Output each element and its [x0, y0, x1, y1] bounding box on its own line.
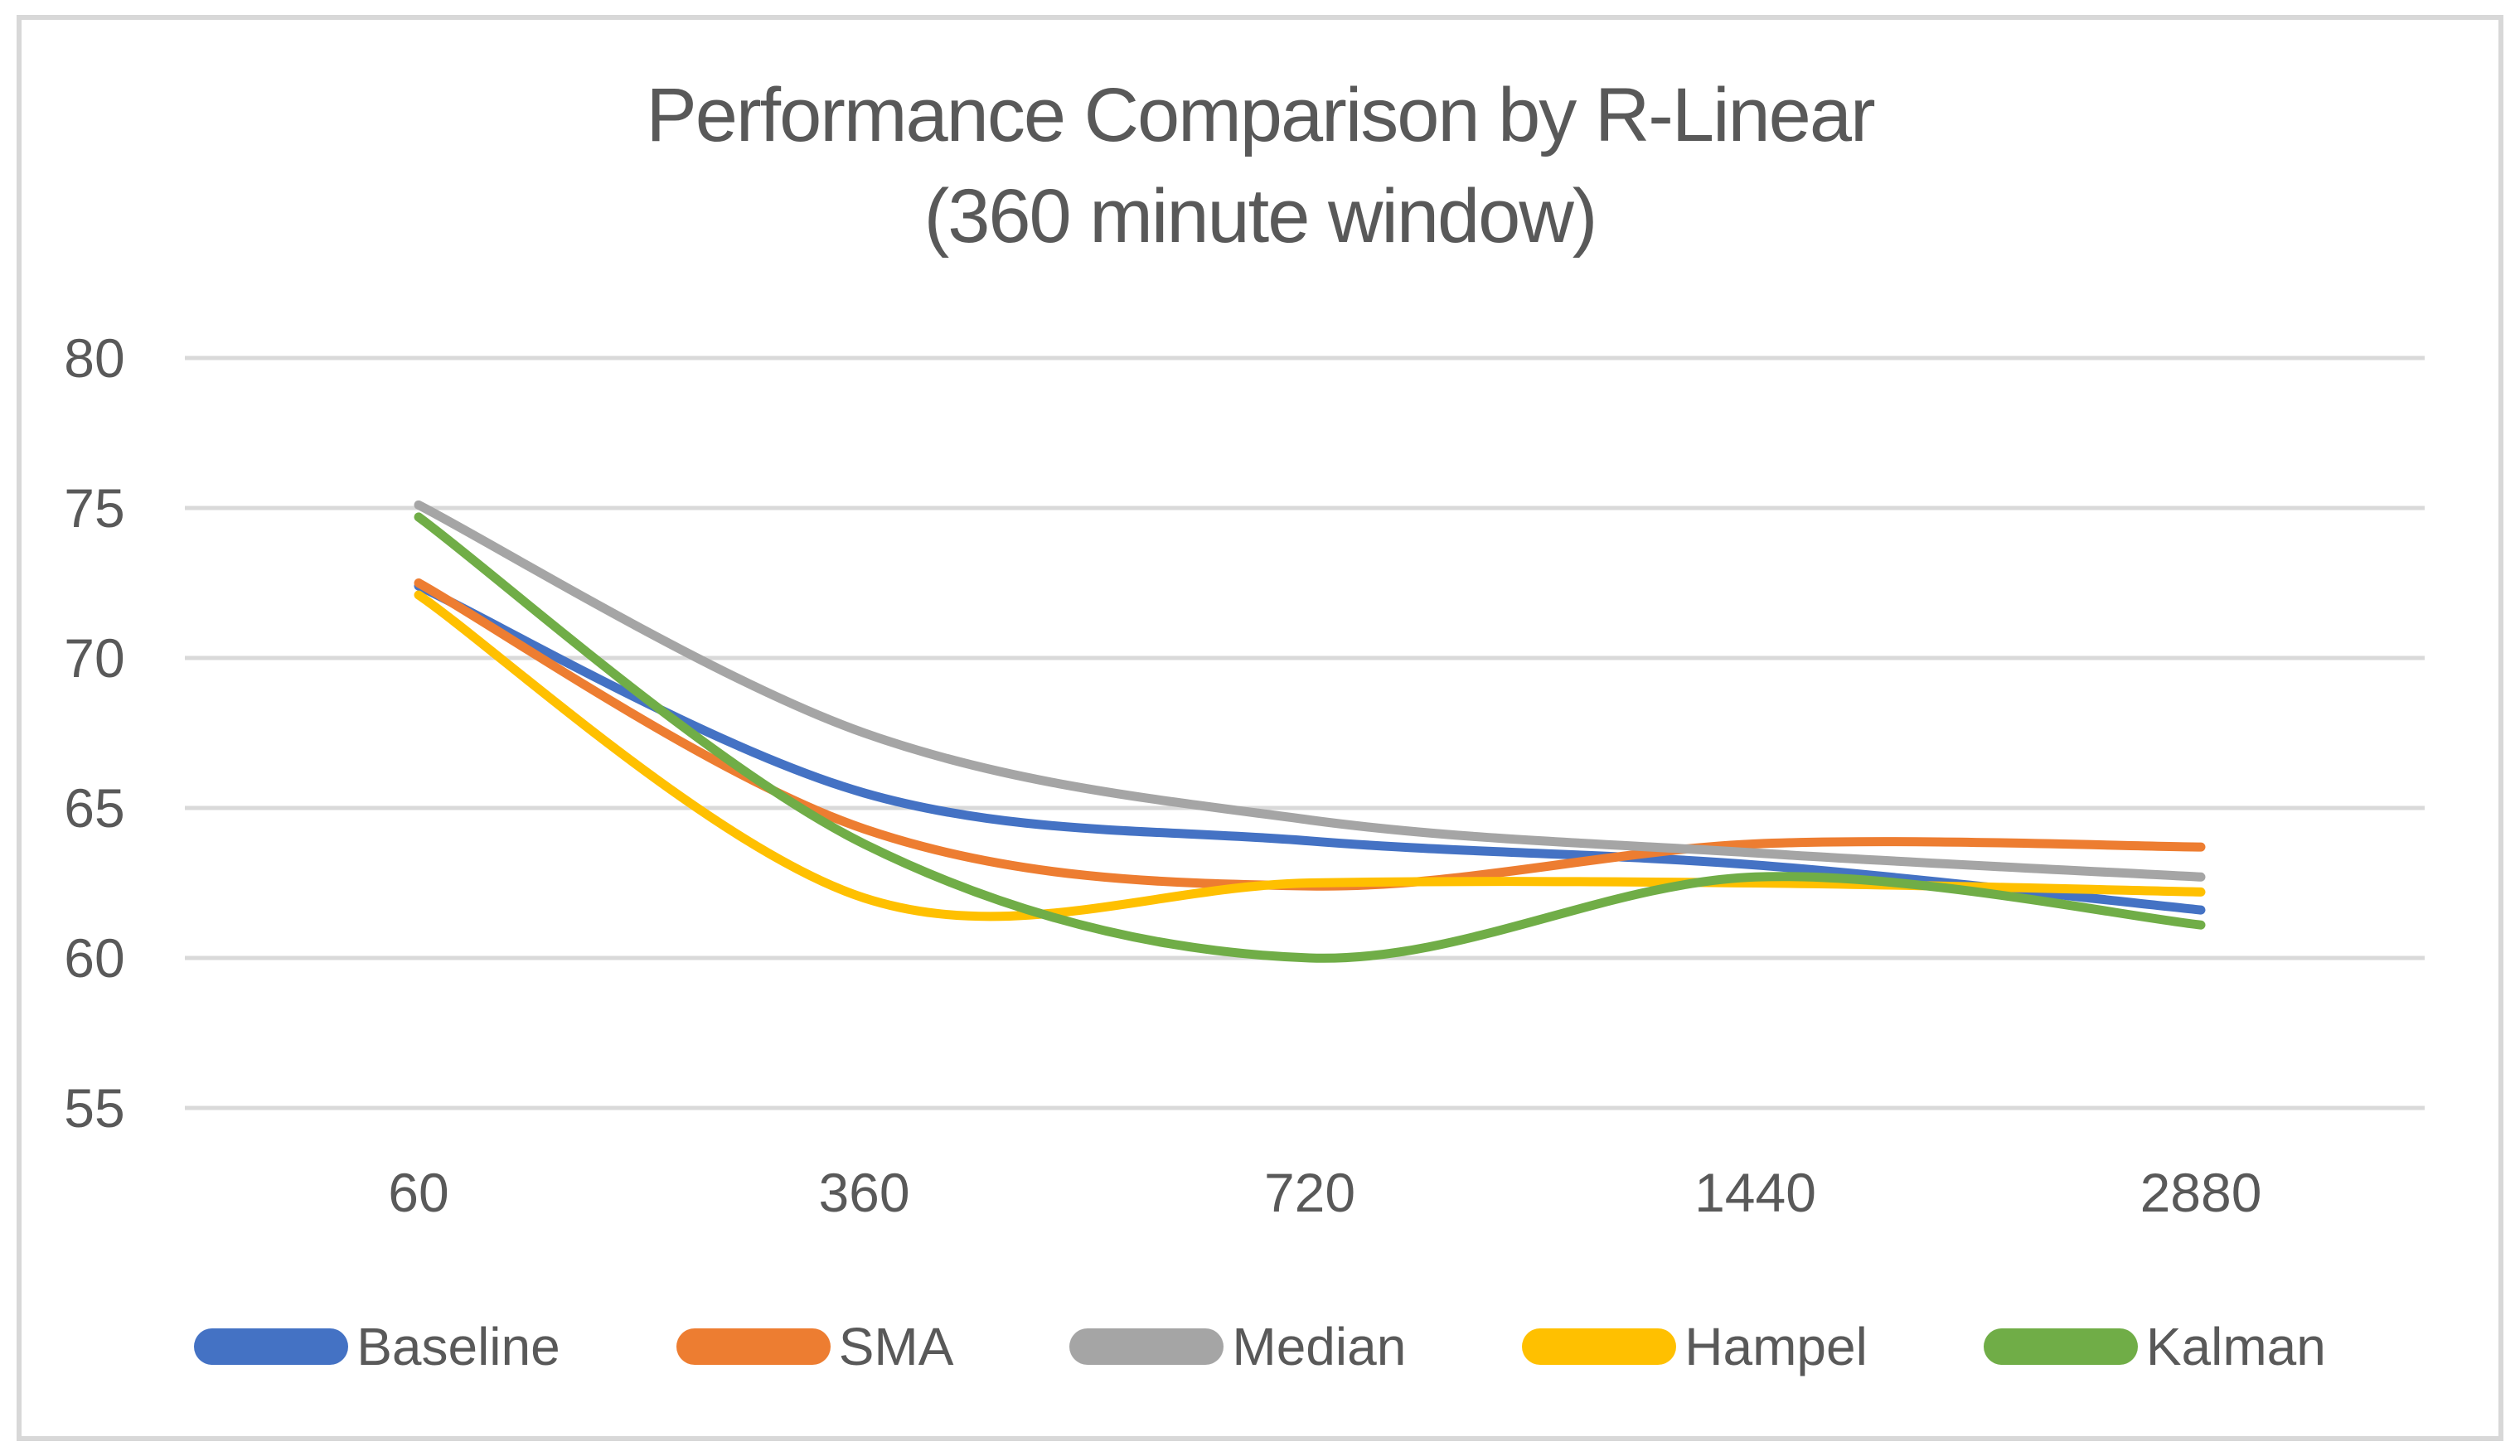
legend-swatch-median [1069, 1328, 1224, 1365]
legend-label-median: Median [1232, 1317, 1407, 1376]
chart-title: Performance Comparison by R-Linear (360 … [0, 65, 2520, 267]
series-line-median [414, 500, 2206, 882]
legend-swatch-sma [676, 1328, 831, 1365]
x-tick-2880: 2880 [2140, 1162, 2262, 1223]
chart-title-line1: Performance Comparison by R-Linear [646, 73, 1875, 157]
y-tick-60: 60 [64, 927, 124, 989]
legend-label-sma: SMA [838, 1317, 954, 1376]
legend-swatch-baseline [194, 1328, 349, 1365]
y-tick-80: 80 [64, 327, 124, 389]
series-line-baseline [414, 581, 2206, 915]
legend-item-median: Median [1069, 1316, 1406, 1377]
legend-label-kalman: Kalman [2145, 1317, 2326, 1376]
legend-label-hampel: Hampel [1684, 1317, 1868, 1376]
y-tick-55: 55 [64, 1077, 124, 1139]
chart-title-line2: (360 minute window) [923, 174, 1598, 259]
legend-swatch-kalman [1983, 1328, 2138, 1365]
x-tick-720: 720 [1264, 1162, 1355, 1223]
y-tick-75: 75 [64, 477, 124, 539]
y-tick-70: 70 [64, 627, 124, 689]
x-tick-1440: 1440 [1694, 1162, 1816, 1223]
x-tick-60: 60 [388, 1162, 448, 1223]
series-lines [414, 500, 2206, 963]
legend-label-baseline: Baseline [356, 1317, 560, 1376]
series-line-hampel [414, 590, 2206, 921]
legend-item-sma: SMA [676, 1316, 954, 1377]
chart-frame [17, 15, 2503, 1441]
legend-swatch-hampel [1522, 1328, 1677, 1365]
x-axis-tick-labels: 60 360 720 1440 2880 [388, 1162, 2261, 1223]
legend-item-baseline: Baseline [194, 1316, 560, 1377]
gridlines [185, 356, 2425, 1110]
legend: Baseline SMA Median Hampel Kalman [0, 1316, 2520, 1377]
legend-item-hampel: Hampel [1522, 1316, 1868, 1377]
legend-item-kalman: Kalman [1983, 1316, 2326, 1377]
y-axis-tick-labels: 80 75 70 65 60 55 [64, 327, 124, 1139]
y-tick-65: 65 [64, 777, 124, 839]
series-line-kalman [414, 512, 2206, 963]
x-tick-360: 360 [818, 1162, 909, 1223]
